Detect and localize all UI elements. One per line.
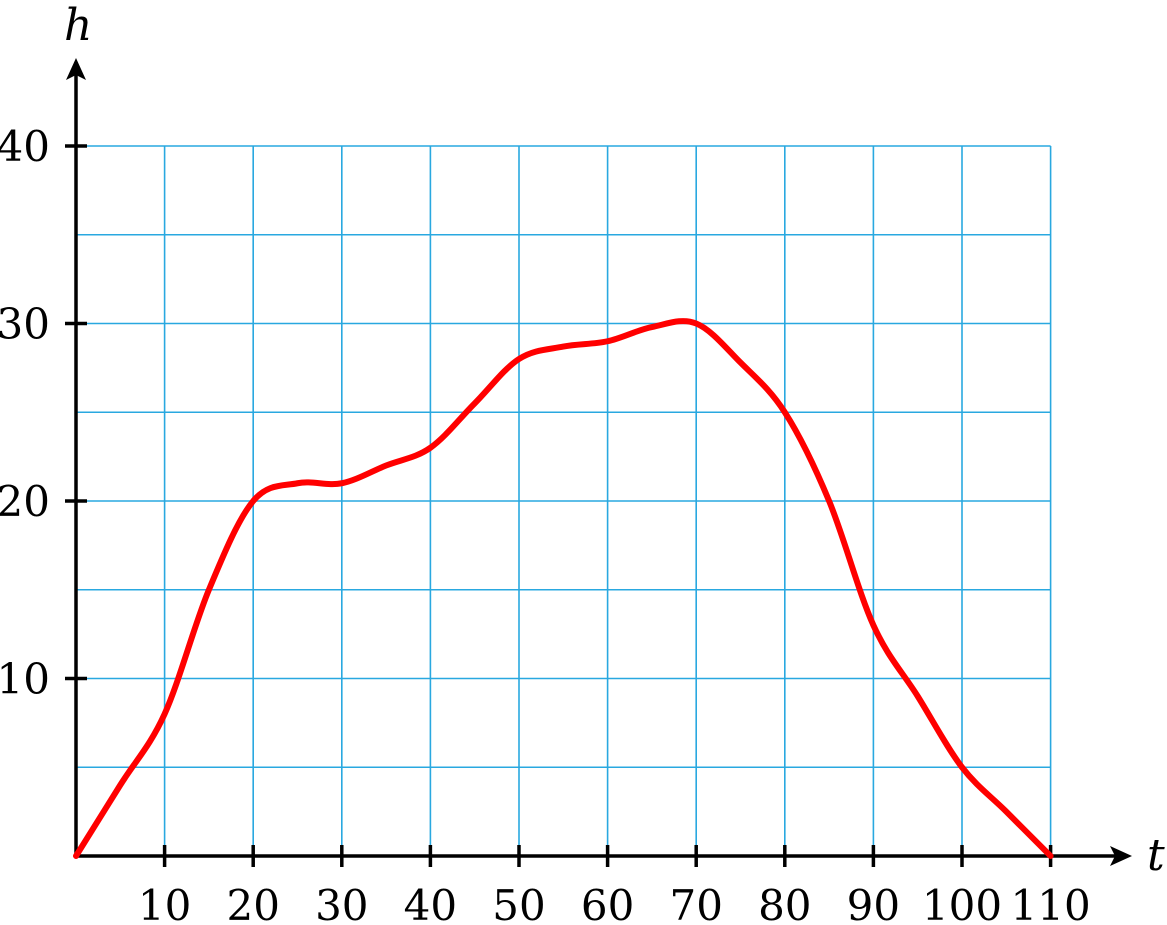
y-tick-label: 10 [0,655,50,704]
series-group [73,318,1054,859]
x-tick-label: 100 [922,881,1002,925]
x-tick-label: 90 [847,881,900,925]
x-tick-label: 80 [758,881,811,925]
x-tick-label: 10 [138,881,191,925]
y-tick-label: 20 [0,477,50,526]
x-axis-label: t [1147,830,1165,881]
x-tick-label: 110 [1011,881,1091,925]
x-tick-label: 70 [669,881,722,925]
x-tick-label: 40 [404,881,457,925]
x-tick-label: 50 [492,881,545,925]
y-tick-label: 40 [0,122,50,171]
axes [66,58,1132,866]
tick-labels: 10 20 30 40 50 60 70 80 90 100 110 10 20 30 40 [0,122,1091,925]
y-axis-arrow-icon [66,58,86,80]
x-tick-label: 60 [581,881,634,925]
x-tick-label: 30 [315,881,368,925]
y-axis-label: h [64,0,92,51]
y-tick-label: 30 [0,300,50,349]
x-tick-label: 20 [226,881,279,925]
series-line [73,318,1054,859]
grid [76,145,1052,856]
tick-marks [65,144,1053,867]
x-axis-arrow-icon [1110,846,1132,866]
